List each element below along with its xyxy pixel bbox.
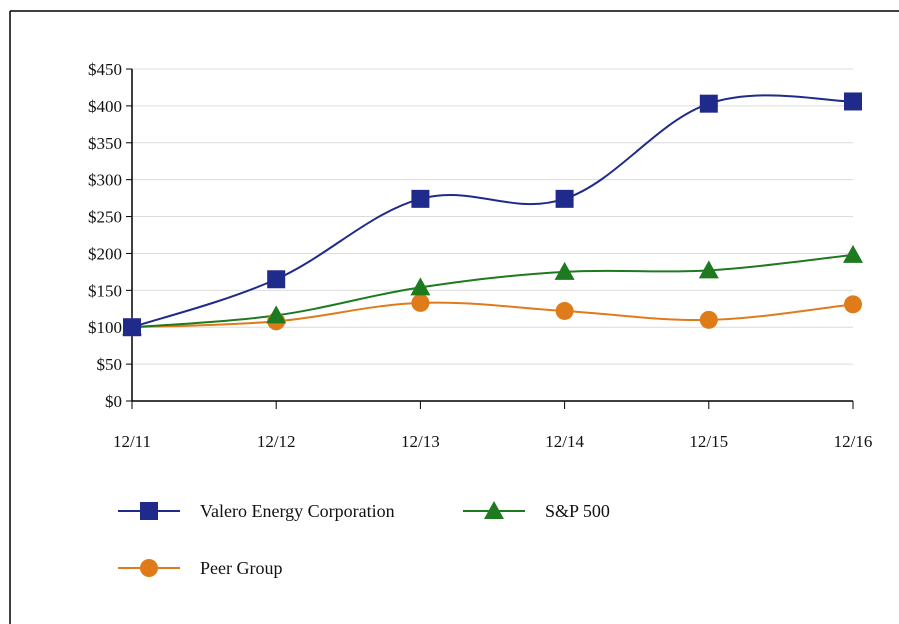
data-point-square bbox=[555, 189, 574, 208]
series-group bbox=[122, 92, 863, 337]
data-point-square bbox=[699, 94, 718, 113]
data-point-circle bbox=[411, 293, 430, 312]
data-point-square bbox=[267, 270, 286, 289]
data-point-triangle bbox=[698, 260, 719, 279]
axes bbox=[126, 68, 854, 409]
y-tick-label: $200 bbox=[88, 244, 122, 263]
x-tick-label: 12/11 bbox=[113, 432, 151, 451]
data-point-triangle bbox=[843, 244, 863, 263]
y-tick-labels: $0 $50 $100 $150 $200 $250 $300 $350 $400 $450 bbox=[88, 60, 122, 411]
data-point-square bbox=[844, 92, 862, 111]
y-tick-label: $50 bbox=[97, 355, 123, 374]
series-line-circle bbox=[131, 301, 854, 329]
y-tick-label: $300 bbox=[88, 171, 122, 190]
x-tick-label: 12/14 bbox=[545, 432, 584, 451]
y-tick-label: $0 bbox=[105, 392, 122, 411]
data-point-circle bbox=[699, 310, 718, 329]
y-tick-label: $250 bbox=[88, 208, 122, 227]
data-point-circle bbox=[844, 295, 862, 314]
legend-marker-circle bbox=[140, 559, 158, 577]
data-point-square bbox=[123, 318, 141, 337]
data-point-triangle bbox=[554, 261, 575, 280]
data-point-circle bbox=[555, 301, 574, 320]
legend-label: S&P 500 bbox=[545, 501, 610, 521]
data-point-triangle bbox=[266, 305, 287, 324]
data-point-square bbox=[411, 189, 430, 208]
y-tick-label: $350 bbox=[88, 134, 122, 153]
series-line-square bbox=[131, 94, 854, 329]
legend-marker-triangle bbox=[484, 501, 504, 519]
y-tick-label: $150 bbox=[88, 281, 122, 300]
data-point-triangle bbox=[410, 277, 431, 296]
legend-label: Peer Group bbox=[200, 558, 282, 578]
y-tick-label: $450 bbox=[88, 60, 122, 79]
y-tick-label: $100 bbox=[88, 318, 122, 337]
y-tick-label: $400 bbox=[88, 97, 122, 116]
legend-label: Valero Energy Corporation bbox=[200, 501, 395, 521]
grid-lines bbox=[132, 68, 853, 365]
x-tick-labels: 12/11 12/12 12/13 12/14 12/15 12/16 bbox=[113, 432, 872, 451]
series-line-triangle bbox=[131, 253, 854, 329]
x-tick-label: 12/12 bbox=[257, 432, 296, 451]
x-tick-label: 12/16 bbox=[834, 432, 873, 451]
x-tick-label: 12/13 bbox=[401, 432, 440, 451]
x-tick-label: 12/15 bbox=[689, 432, 728, 451]
legend: Valero Energy Corporation S&P 500 Peer Gro… bbox=[118, 501, 610, 578]
legend-marker-square bbox=[140, 502, 158, 520]
